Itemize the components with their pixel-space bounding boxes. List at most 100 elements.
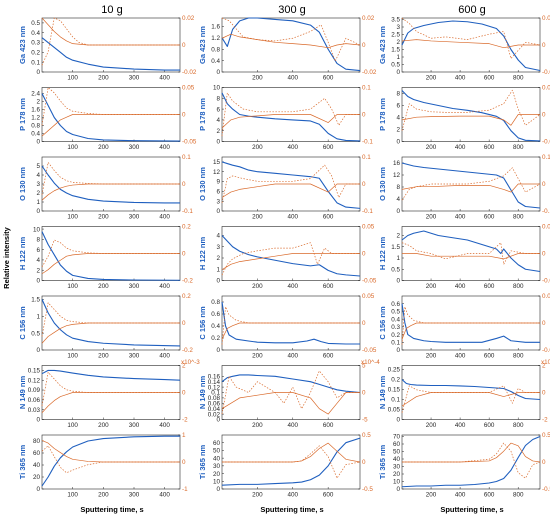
y-tick-label: 1.5 [391, 47, 400, 54]
y2-tick-label: 0 [182, 459, 186, 466]
x-tick-label: 300 [129, 492, 140, 499]
y2-tick-label: 0 [182, 42, 186, 49]
y2-tick-label: -2 [542, 417, 548, 424]
x-tick-label: 100 [67, 422, 78, 429]
y-tick-label: 4 [216, 233, 220, 240]
y2-tick-label: -0.05 [542, 347, 550, 354]
x-tick-label: 800 [513, 214, 524, 221]
y-tick-label: 0.03 [28, 407, 41, 414]
y2-exponent-label: x10^-3 [541, 359, 550, 366]
x-tick-label: 300 [129, 283, 140, 290]
y-tick-label: 20 [33, 474, 41, 481]
x-tick-label: 400 [159, 214, 170, 221]
derivative-series-line [221, 114, 360, 129]
x-tick-label: 400 [159, 422, 170, 429]
derivative-dotted-series-line [222, 445, 361, 479]
derivative-series-line [401, 322, 540, 340]
y-tick-label: 1.6 [211, 24, 220, 31]
y2-tick-label: 1 [182, 432, 186, 439]
x-tick-label: 800 [513, 353, 524, 360]
panel-p-10g: 100 200 300 40000.40.81.21.622.4-0.0500.05P… [18, 85, 197, 151]
derivative-dotted-series-line [221, 164, 360, 203]
derivative-series-line [41, 322, 180, 344]
y-tick-label: 10 [393, 479, 401, 486]
x-tick-label: 400 [159, 492, 170, 499]
derivative-series-line [41, 183, 180, 201]
intensity-series-line [221, 161, 361, 209]
derivative-series-line [402, 253, 540, 260]
row-label: H 122 nm [18, 237, 27, 271]
y-tick-label: 4 [36, 257, 40, 264]
y-tick-label: 0.5 [391, 309, 400, 316]
x-tick-label: 400 [159, 75, 170, 82]
y-tick-label: 0 [36, 347, 40, 354]
y-tick-label: 10 [33, 226, 41, 233]
y-tick-label: 0 [216, 208, 220, 215]
x-tick-label: 600 [484, 422, 495, 429]
y-tick-label: 0 [396, 347, 400, 354]
y-tick-label: 8 [396, 184, 400, 191]
y-tick-label: 0.4 [211, 58, 220, 65]
y2-tick-label: 0 [182, 251, 186, 258]
x-tick-label: 600 [323, 144, 334, 151]
intensity-series-line [221, 235, 361, 277]
x-tick-label: 600 [323, 214, 334, 221]
y-tick-label: 1.6 [31, 107, 40, 114]
y2-tick-label: 0.02 [542, 15, 550, 22]
y-tick-label: 1 [396, 54, 400, 61]
derivative-series-line [401, 183, 540, 193]
x-tick-label: 200 [98, 492, 109, 499]
y2-tick-label: 0 [362, 320, 366, 327]
derivative-dotted-series-line [401, 89, 541, 131]
y-tick-label: 12 [213, 169, 221, 176]
x-tick-label: 200 [252, 144, 263, 151]
y-tick-label: 1.5 [391, 244, 400, 251]
x-tick-label: 200 [426, 144, 437, 151]
y2-tick-label: -1 [182, 486, 188, 493]
intensity-series-line [41, 93, 181, 142]
y-tick-label: 0.4 [211, 323, 220, 330]
intensity-series-line [401, 162, 541, 209]
y-tick-label: 0.09 [28, 387, 41, 394]
x-tick-label: 400 [455, 144, 466, 151]
y-tick-label: 0 [216, 417, 220, 424]
panel-o-300g: 200 400 600 0 3 6 9 12 15 -0.1 0 0.1 O 130 nm [198, 154, 373, 220]
panel-o-600g: 200 400 600 800 0 4 8 12 16 -0.1 0 0.1 O 130 nm [378, 154, 550, 220]
row-label: N 149 nm [18, 376, 27, 410]
y-tick-label: 6 [216, 106, 220, 113]
y-tick-label: 2 [396, 127, 400, 134]
y-tick-label: 30 [213, 463, 221, 470]
x-tick-label: 400 [288, 144, 299, 151]
y-tick-label: 1.5 [31, 297, 40, 304]
y-tick-label: 16 [393, 160, 401, 167]
x-tick-label: 400 [288, 214, 299, 221]
x-tick-label: 200 [252, 75, 263, 82]
y-tick-label: 40 [33, 462, 41, 469]
y-tick-label: 0.5 [391, 62, 400, 69]
y2-tick-label: 0.5 [362, 432, 371, 439]
derivative-dotted-series-line [41, 162, 180, 195]
row-label: P 178 nm [18, 98, 27, 131]
y-tick-label: 0.08 [208, 395, 221, 402]
y2-tick-label: 0.02 [362, 15, 375, 22]
y-tick-label: 0 [216, 139, 220, 146]
y-tick-label: 0.04 [208, 406, 221, 413]
x-tick-label: 600 [323, 353, 334, 360]
y-tick-label: 0.8 [211, 299, 220, 306]
row-label: N 149 nm [198, 376, 207, 410]
y-tick-label: 0 [36, 486, 40, 493]
derivative-series-line [221, 183, 360, 198]
derivative-series-line [41, 253, 180, 275]
y2-tick-label: 0 [542, 112, 546, 119]
y-tick-label: 4 [396, 196, 400, 203]
y-tick-label: 70 [393, 434, 401, 441]
y-tick-label: 2.4 [31, 91, 40, 98]
x-tick-label: 400 [159, 353, 170, 360]
intensity-series-line [401, 303, 540, 343]
intensity-series-line [221, 92, 361, 142]
y2-tick-label: 0 [542, 42, 546, 49]
x-tick-label: 600 [323, 75, 334, 82]
y-tick-label: 0 [216, 278, 220, 285]
y-tick-label: 0.2 [31, 50, 40, 57]
